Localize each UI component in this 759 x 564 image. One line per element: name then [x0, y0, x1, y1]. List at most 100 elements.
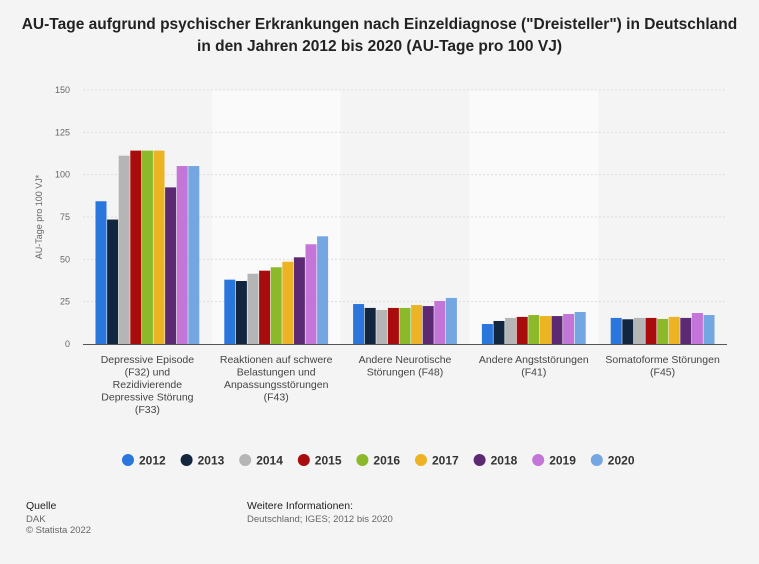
- bar-2012-1: [224, 279, 236, 344]
- bar-2015-3: [516, 316, 528, 344]
- legend-label-2017: 2017: [432, 454, 459, 468]
- source-block: Quelle DAK © Statista 2022: [26, 500, 91, 536]
- bar-2012-3: [481, 324, 493, 344]
- x-category-label: Depressive Episode (F32) und Rezidivierend…: [101, 354, 195, 416]
- x-category-line: Rezidivierende: [113, 379, 183, 391]
- bar-2017-1: [282, 261, 294, 344]
- bar-2020-4: [703, 315, 715, 344]
- bar-2018-4: [680, 317, 692, 344]
- y-tick-label: 50: [60, 254, 70, 264]
- info-heading: Weitere Informationen:: [247, 500, 354, 512]
- x-category-label: Reaktionen auf schwere Belastungen und Anp…: [220, 354, 333, 404]
- x-category-line: Reaktionen auf schwere: [220, 354, 333, 366]
- bar-2013-0: [107, 219, 119, 344]
- bar-2012-0: [95, 201, 107, 344]
- y-tick-label: 75: [60, 212, 70, 222]
- bar-2016-4: [657, 318, 669, 344]
- bar-2017-4: [668, 316, 680, 344]
- x-category-line: Anpassungsstörungen: [224, 379, 329, 391]
- bar-2013-4: [622, 319, 634, 344]
- x-category-line: Störungen (F48): [367, 367, 443, 379]
- bar-2013-3: [493, 320, 505, 344]
- legend-label-2014: 2014: [256, 454, 283, 468]
- x-category-label: Andere Neurotische Störungen (F48): [359, 354, 452, 379]
- x-category-label: Somatoforme Störungen (F45): [605, 354, 720, 379]
- x-category-line: Depressive Störung: [101, 392, 193, 404]
- bar-2012-4: [610, 317, 622, 344]
- info-text: Deutschland; IGES; 2012 bis 2020: [247, 514, 393, 525]
- bar-2019-0: [176, 166, 188, 344]
- bar-2018-0: [165, 187, 177, 344]
- source-heading: Quelle: [26, 500, 57, 512]
- bar-2013-1: [235, 281, 247, 344]
- bar-2016-1: [270, 267, 282, 344]
- legend-label-2012: 2012: [139, 454, 166, 468]
- info-block: Weitere Informationen: Deutschland; IGES…: [247, 500, 393, 525]
- bar-2020-1: [317, 236, 329, 344]
- bar-2016-3: [528, 315, 540, 344]
- bar-2015-0: [130, 150, 142, 344]
- x-category-line: Andere Neurotische: [359, 354, 452, 366]
- chart-title: AU-Tage aufgrund psychischer Erkrankunge…: [21, 16, 738, 55]
- bar-2019-4: [691, 313, 703, 344]
- bar-2012-2: [353, 304, 365, 344]
- legend-label-2015: 2015: [315, 454, 342, 468]
- x-category-line: (F33): [135, 404, 160, 416]
- y-tick-label: 0: [65, 339, 70, 349]
- x-category-line: Depressive Episode: [101, 354, 195, 366]
- bar-2016-2: [399, 307, 411, 344]
- bar-2017-2: [411, 305, 423, 344]
- bar-2013-2: [364, 307, 376, 344]
- bar-2020-3: [574, 311, 586, 344]
- x-category-line: (F41): [521, 367, 546, 379]
- legend-marker-2019: [532, 454, 545, 466]
- y-axis-label: AU-Tage pro 100 VJ*: [34, 174, 44, 259]
- x-category-line: (F32) und: [125, 367, 171, 379]
- legend-marker-2013: [180, 454, 193, 466]
- copyright-text: © Statista 2022: [26, 525, 92, 536]
- bar-2018-2: [422, 306, 434, 344]
- bar-2014-4: [633, 317, 645, 344]
- bar-2019-1: [305, 244, 317, 344]
- bar-2019-2: [434, 300, 446, 344]
- bar-2018-3: [551, 316, 563, 344]
- x-category-line: (F45): [650, 367, 675, 379]
- legend-label-2019: 2019: [549, 454, 576, 468]
- legend-marker-2016: [356, 454, 369, 466]
- legend-marker-2012: [122, 454, 134, 466]
- bar-2014-1: [247, 273, 259, 344]
- bar-2015-2: [387, 307, 399, 344]
- bar-2014-2: [376, 309, 388, 344]
- legend-label-2018: 2018: [491, 454, 518, 468]
- legend-marker-2015: [297, 454, 310, 466]
- bar-2017-0: [153, 150, 165, 344]
- x-category-line: (F43): [264, 392, 289, 404]
- bar-2016-0: [141, 150, 153, 344]
- legend-label-2020: 2020: [608, 454, 635, 468]
- x-category-line: Belastungen und: [237, 367, 316, 379]
- bar-2014-3: [505, 317, 517, 344]
- bar-2018-1: [293, 257, 305, 344]
- y-tick-label: 100: [55, 170, 70, 180]
- y-tick-label: 125: [55, 127, 70, 137]
- y-tick-label: 25: [60, 297, 70, 307]
- legend-marker-2018: [473, 454, 486, 466]
- x-category-label: Andere Angststörungen (F41): [479, 354, 589, 379]
- bar-2017-3: [539, 316, 551, 344]
- bar-2015-1: [259, 270, 271, 344]
- legend-marker-2014: [239, 454, 252, 466]
- x-category-line: Andere Angststörungen: [479, 354, 589, 366]
- source-text: DAK: [26, 514, 46, 525]
- legend-marker-2017: [415, 454, 427, 466]
- legend-label-2013: 2013: [198, 454, 225, 468]
- legend-marker-2020: [590, 454, 603, 466]
- legend-label-2016: 2016: [373, 454, 400, 468]
- x-category-line: Somatoforme Störungen: [605, 354, 720, 366]
- bar-2020-0: [188, 166, 200, 344]
- bar-2014-0: [118, 155, 130, 344]
- y-tick-label: 150: [55, 85, 70, 95]
- bar-2020-2: [445, 297, 457, 344]
- bar-2015-4: [645, 317, 657, 344]
